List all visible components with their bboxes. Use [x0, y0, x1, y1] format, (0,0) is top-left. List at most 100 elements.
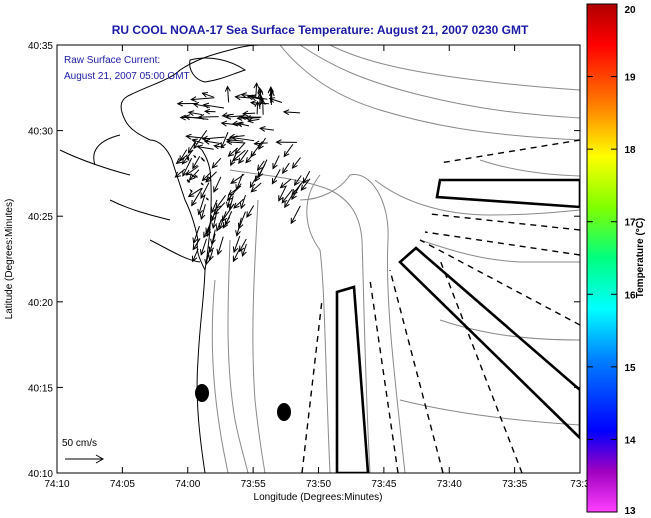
- colorbar-tick-label: 14: [624, 435, 636, 446]
- current-vector-head: [275, 139, 282, 146]
- current-vector: [222, 113, 234, 117]
- current-vector-head: [256, 92, 263, 99]
- current-vector-head: [238, 157, 244, 165]
- current-vector: [250, 141, 263, 157]
- current-vector: [191, 97, 215, 101]
- x-tick-label: 74:10: [44, 479, 69, 490]
- colorbar-tick-label: 19: [624, 73, 636, 84]
- x-tick-label: 73:35: [502, 479, 527, 490]
- current-vector-head: [290, 217, 297, 225]
- current-vector: [211, 199, 218, 213]
- current-vector-head: [236, 115, 243, 121]
- current-vector: [242, 243, 247, 257]
- current-vector-head: [175, 158, 183, 165]
- current-vector-head: [278, 195, 284, 202]
- current-vector-head: [183, 114, 191, 121]
- chart-title: RU COOL NOAA-17 Sea Surface Temperature:…: [112, 23, 529, 37]
- current-vector: [237, 117, 248, 119]
- current-vector: [283, 111, 301, 114]
- current-vector-head: [202, 159, 205, 162]
- current-vector: [212, 208, 218, 229]
- current-vector-head: [245, 157, 252, 164]
- y-axis: 40:35 40:30 40:25 40:20 40:15 40:10: [28, 41, 580, 480]
- current-vector: [200, 204, 206, 220]
- y-axis-label: Latitude (Degrees:Minutes): [4, 199, 15, 320]
- current-vector-head: [257, 88, 264, 95]
- current-vector: [248, 118, 260, 122]
- current-vector-head: [283, 150, 290, 158]
- current-vector-head: [199, 249, 206, 256]
- current-vector-head: [181, 158, 188, 165]
- current-vector: [191, 187, 203, 206]
- radar-beams: [335, 178, 580, 473]
- current-vector-head: [228, 133, 236, 140]
- current-vector: [179, 149, 188, 162]
- current-vector: [271, 169, 281, 184]
- current-vector: [204, 140, 222, 145]
- x-axis: 74:10 74:05 74:00 73:55 73:50 73:45 73:40 73:35…: [44, 45, 590, 490]
- current-vector: [272, 155, 280, 169]
- current-vector: [232, 122, 244, 125]
- current-vector: [292, 157, 301, 169]
- current-vector-head: [254, 175, 261, 183]
- current-vector: [254, 164, 266, 182]
- scale-arrow: [65, 454, 105, 464]
- current-vector-head: [197, 208, 203, 216]
- current-vector-head: [225, 201, 232, 209]
- current-vector: [186, 135, 209, 140]
- current-vector-head: [232, 246, 239, 254]
- current-vector: [219, 211, 227, 229]
- current-vector-head: [201, 91, 209, 98]
- current-vector: [234, 142, 246, 154]
- land-mass: [57, 45, 261, 473]
- current-vector-head: [190, 189, 193, 193]
- current-vector-head: [216, 248, 223, 256]
- current-vector-head: [246, 211, 252, 218]
- current-vector-head: [187, 147, 194, 154]
- current-vector-head: [200, 192, 206, 200]
- current-vector: [284, 189, 296, 208]
- x-tick-label: 74:05: [110, 479, 135, 490]
- current-vector-head: [176, 100, 184, 107]
- current-vector-head: [187, 180, 190, 183]
- colorbar-tick-label: 20: [624, 5, 636, 16]
- station-marker: [195, 384, 209, 402]
- sandy-hook: [201, 149, 212, 271]
- current-vector-head: [241, 250, 247, 257]
- current-vector-head: [230, 159, 236, 167]
- current-vector-head: [191, 255, 198, 263]
- y-tick-label: 40:20: [28, 298, 53, 309]
- current-vector: [227, 195, 232, 208]
- current-vector-head: [302, 177, 309, 185]
- current-vector: [238, 149, 249, 164]
- current-vector: [232, 149, 246, 162]
- current-vector-head: [224, 85, 231, 92]
- current-vector: [303, 170, 311, 184]
- current-vector-head: [268, 97, 276, 103]
- current-vector-head: [211, 162, 218, 169]
- current-vector-head: [202, 102, 210, 109]
- current-vector: [206, 220, 212, 237]
- current-vector: [192, 139, 204, 144]
- current-vector: [186, 165, 199, 176]
- current-vector: [282, 162, 290, 174]
- colorbar-tick-label: 13: [624, 506, 636, 517]
- current-vector-head: [259, 126, 266, 132]
- colorbar-tick-label: 16: [624, 290, 636, 301]
- current-vector-head: [279, 182, 287, 189]
- current-vector: [242, 112, 256, 115]
- current-vector: [226, 86, 230, 103]
- current-vector-head: [291, 193, 297, 201]
- current-vector: [192, 238, 201, 250]
- y-tick-label: 40:30: [28, 127, 53, 138]
- current-vector-head: [213, 186, 219, 193]
- current-vector: [192, 156, 201, 169]
- x-axis-label: Longitude (Degrees:Minutes): [254, 492, 383, 503]
- current-vector-head: [234, 148, 241, 155]
- current-vector-head: [187, 191, 195, 198]
- current-vector: [300, 178, 311, 191]
- current-vector: [233, 198, 244, 209]
- annotation-line1: Raw Surface Current:: [64, 55, 160, 66]
- current-vector-head: [197, 114, 205, 120]
- current-vector: [256, 101, 259, 115]
